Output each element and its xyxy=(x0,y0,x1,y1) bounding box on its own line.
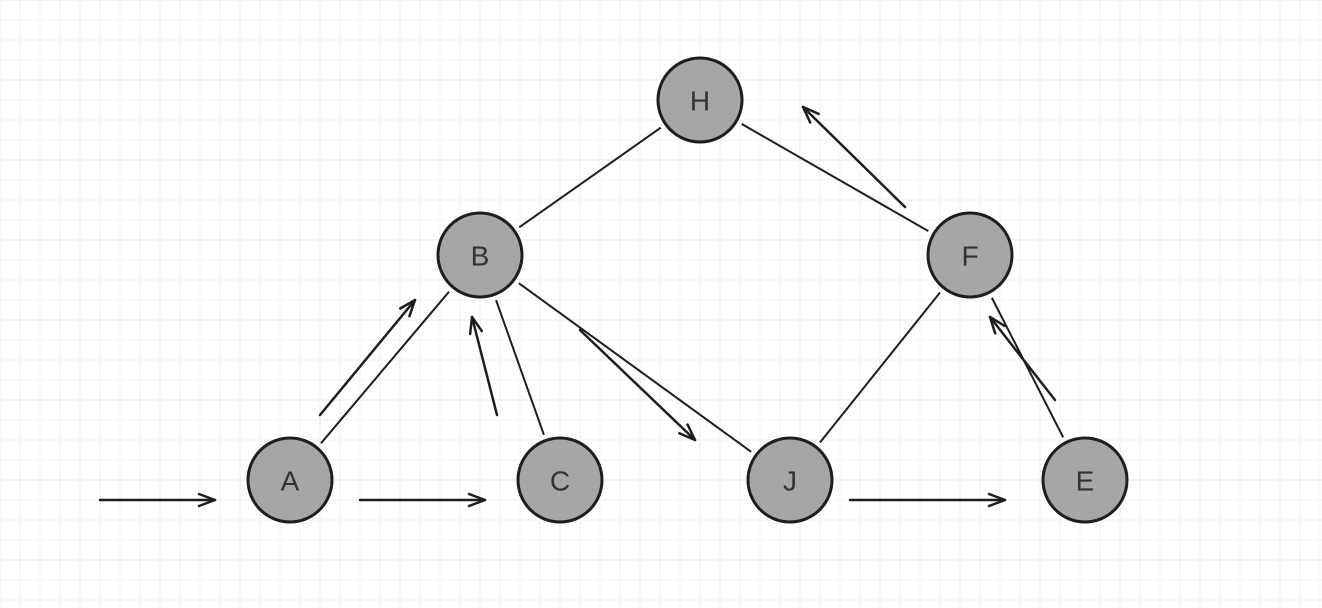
node-label: A xyxy=(281,466,300,497)
node-label: H xyxy=(690,86,710,117)
graph-node: F xyxy=(928,213,1012,297)
direction-arrow xyxy=(320,302,414,415)
node-label: F xyxy=(961,241,978,272)
graph-edge xyxy=(321,292,449,444)
graph-node: C xyxy=(518,438,602,522)
graph-layer: H B F A C J E xyxy=(0,0,1322,608)
graph-node: H xyxy=(658,58,742,142)
graph-edge xyxy=(992,298,1063,438)
direction-arrow xyxy=(472,319,497,415)
graph-edge xyxy=(496,300,544,435)
graph-edge xyxy=(519,283,751,452)
diagram-canvas: H B F A C J E xyxy=(0,0,1322,608)
node-label: B xyxy=(471,241,490,272)
direction-arrow xyxy=(804,108,905,207)
graph-node: A xyxy=(248,438,332,522)
graph-edge xyxy=(820,292,940,442)
node-label: C xyxy=(550,466,570,497)
direction-arrow xyxy=(580,330,694,439)
graph-edge xyxy=(519,128,661,228)
graph-node: J xyxy=(748,438,832,522)
node-label: E xyxy=(1076,466,1095,497)
direction-arrow xyxy=(991,319,1055,400)
graph-node: E xyxy=(1043,438,1127,522)
graph-node: B xyxy=(438,213,522,297)
node-label: J xyxy=(783,466,797,497)
